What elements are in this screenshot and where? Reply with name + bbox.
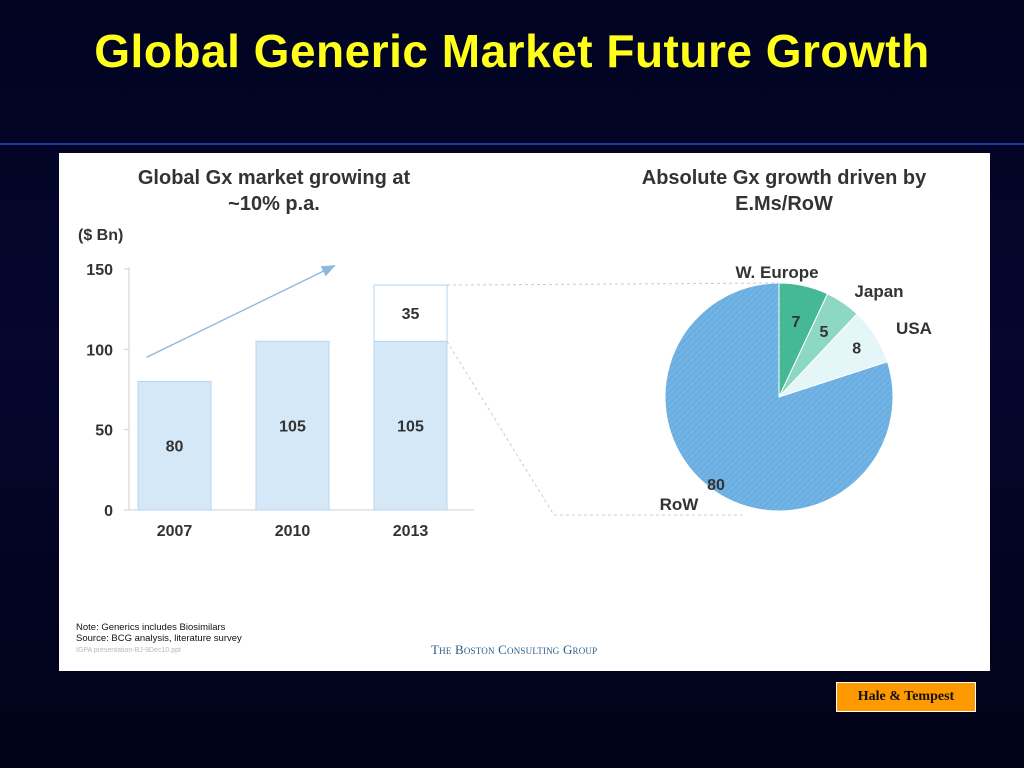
connector-line-top [446,282,780,286]
pie-category-label: USA [896,319,932,338]
file-reference: IGPA presentation-BJ-9Dec10.ppt [76,647,181,654]
x-tick-label: 2007 [157,523,193,540]
y-axis-unit-label: ($ Bn) [78,227,124,244]
bar-segment [255,340,330,511]
footnote-line1: Note: Generics includes Biosimilars [76,622,226,633]
chart-panel: Global Gx market growing at ~10% p.a. Ab… [59,153,990,671]
pie-chart-heading-line2: E.Ms/RoW [735,193,833,215]
y-tick-label: 0 [104,503,113,520]
bar-chart-heading-line1: Global Gx market growing at [137,167,411,189]
bar-value-label: 35 [402,306,420,323]
pie-category-label: W. Europe [735,263,818,282]
y-tick-label: 100 [86,342,113,359]
bar-chart-heading: Global Gx market growing at ~10% p.a. [89,165,459,217]
footnote-line2: Source: BCG analysis, literature survey [76,633,242,644]
bar-segment [137,380,212,511]
pie-slice-texture [665,283,894,512]
pie-value-label: 80 [707,477,725,494]
charts-canvas: 0 50 100 150 80 2007 105 2010 105 35 2013 7 5 8 80 W. E… [86,262,932,540]
y-tick-label: 50 [95,423,113,440]
bar-segment [373,284,448,342]
watermark-badge: Hale & Tempest [836,682,976,712]
pie-chart-heading-line1: Absolute Gx growth driven by [641,167,927,189]
y-tick-label: 150 [86,262,113,279]
pie-chart-heading: Absolute Gx growth driven by E.Ms/RoW [589,165,979,217]
growth-arrow [146,265,336,358]
x-tick-label: 2013 [393,523,429,540]
bcg-logo: The Boston Consulting Group [431,642,598,657]
slide-title: Global Generic Market Future Growth [94,25,930,77]
bar-value-label: 105 [397,418,424,435]
title-divider [0,143,1024,145]
pie-value-label: 5 [820,324,829,341]
pie-value-label: 7 [792,314,801,331]
pie-category-label: RoW [660,495,700,514]
bar-chart-heading-line2: ~10% p.a. [228,193,320,215]
x-tick-label: 2010 [275,523,311,540]
bar-segment [373,340,448,511]
footnote: Note: Generics includes Biosimilars Sour… [76,622,242,644]
pie-value-label: 8 [852,341,861,358]
pie-category-label: Japan [854,282,903,301]
bar-value-label: 105 [279,418,306,435]
bar-value-label: 80 [166,439,184,456]
connector-line-bottom [446,341,555,516]
